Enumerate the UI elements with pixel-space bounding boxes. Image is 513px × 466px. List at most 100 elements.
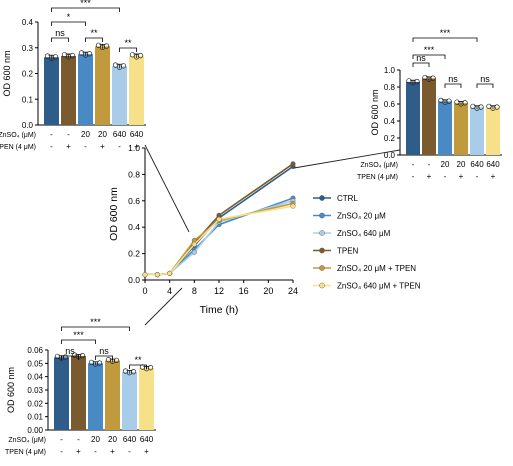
significance-bracket <box>476 83 494 88</box>
y-axis-title: OD 600 nm <box>6 367 16 413</box>
replicate-point <box>442 99 448 105</box>
y-tick-label: 0.05 <box>27 359 43 368</box>
significance-label: ns <box>65 346 75 356</box>
x-axis-title: Time (h) <box>200 304 239 316</box>
replicate-point <box>430 75 436 81</box>
bar <box>486 107 500 155</box>
replicate-point <box>478 104 484 110</box>
replicate-point <box>113 357 120 363</box>
replicate-point <box>103 43 110 49</box>
replicate-point <box>490 105 496 111</box>
znso4-condition-label: 20 <box>108 435 117 444</box>
bar <box>61 55 76 125</box>
y-tick-label: 0.03 <box>27 386 43 395</box>
data-point <box>290 161 296 167</box>
znso4-condition-label: 640 <box>140 435 154 444</box>
replicate-point <box>62 354 69 360</box>
bar <box>78 54 93 125</box>
y-tick-label: 1.0 <box>384 66 396 75</box>
znso4-condition-label: - <box>412 160 415 169</box>
replicate-point <box>95 42 102 48</box>
replicate-point <box>446 98 452 104</box>
replicate-point <box>126 369 133 376</box>
legend-swatch-marker <box>319 212 325 219</box>
y-tick-label: 0.2 <box>128 249 140 259</box>
bar <box>88 363 103 430</box>
connector-24h <box>293 149 401 169</box>
significance-label: ** <box>124 38 132 48</box>
y-tick-label: 0.01 <box>27 413 43 422</box>
replicate-point <box>458 101 464 107</box>
significance-bracket <box>129 364 147 369</box>
significance-bracket <box>412 54 446 59</box>
tpen-condition-label: - <box>476 172 479 181</box>
bar-chart-8h: 0.00.10.20.30.4OD 600 nm---+20-20+640-64… <box>0 0 146 151</box>
tpen-condition-label: + <box>76 447 81 456</box>
bar <box>470 107 484 155</box>
series-line <box>145 200 294 276</box>
y-tick-label: 0.00 <box>27 426 43 435</box>
replicate-point <box>78 50 85 56</box>
significance-label: ns <box>416 53 426 63</box>
y-tick-label: 0.4 <box>22 18 34 27</box>
bar-chart-24h: 0.0 0.2 0.4 0.6 0.8 1.0 OD 600 nm - - - +20 - 20 +640… <box>357 28 502 181</box>
replicate-point <box>426 76 432 82</box>
y-tick-label: 0.0 <box>384 151 396 160</box>
znso4-condition-label: 640 <box>470 160 484 169</box>
y-axis-title: OD 600 nm <box>370 89 380 135</box>
tpen-condition-label: - <box>84 142 87 151</box>
znso4-condition-label: - <box>77 435 80 444</box>
tpen-condition-label: + <box>110 447 115 456</box>
connector-8h <box>144 144 190 233</box>
significance-label: *** <box>80 0 91 8</box>
legend-label: ZnSO₄ 640 μM + TPEN <box>337 282 421 291</box>
x-tick-label: 8 <box>192 286 197 296</box>
y-tick-label: 0.02 <box>27 399 43 408</box>
bar-chart-2h: 0.00 0.01 0.02 0.03 0.04 0.05 0.06 OD 600 nm - - -… <box>5 317 156 456</box>
znso4-condition-label: 20 <box>91 435 100 444</box>
bar <box>139 368 154 430</box>
significance-label: ns <box>55 28 65 38</box>
bar <box>71 356 86 430</box>
y-tick-label: 0.6 <box>128 196 140 206</box>
x-tick-label: 16 <box>239 286 249 296</box>
replicate-point <box>462 100 468 106</box>
y-tick-label: 0.2 <box>384 134 396 143</box>
data-point <box>290 203 296 209</box>
tpen-row-label: TPEN (4 μM) <box>5 449 46 456</box>
legend-swatch-marker <box>319 247 325 254</box>
znso4-condition-label: 20 <box>98 130 107 139</box>
replicate-point <box>112 62 119 68</box>
replicate-point <box>147 365 154 371</box>
replicate-point <box>474 105 480 111</box>
replicate-point <box>52 54 59 60</box>
significance-label: *** <box>73 330 84 340</box>
legend-label: CTRL <box>337 194 358 203</box>
significance-bracket <box>95 355 113 360</box>
replicate-point <box>69 52 76 59</box>
tpen-condition-label: + <box>459 172 464 181</box>
tpen-condition-label: + <box>491 172 496 181</box>
y-tick-label: 0.0 <box>128 275 140 285</box>
tpen-condition-label: - <box>444 172 447 181</box>
bar <box>95 46 110 125</box>
significance-bracket <box>119 47 137 52</box>
znso4-condition-label: 640 <box>130 130 144 139</box>
tpen-condition-label: + <box>100 142 105 151</box>
significance-label: ** <box>134 355 142 365</box>
data-point <box>167 270 173 276</box>
replicate-point <box>44 53 51 59</box>
significance-bracket <box>51 21 86 26</box>
data-point <box>191 241 197 247</box>
significance-label: *** <box>424 45 435 55</box>
y-tick-label: 0.8 <box>128 169 140 179</box>
x-tick-label: 4 <box>167 286 172 296</box>
tpen-condition-label: - <box>128 447 131 456</box>
replicate-point <box>92 361 99 367</box>
replicate-point <box>79 353 86 359</box>
significance-bracket <box>51 37 69 42</box>
significance-bracket <box>61 326 130 331</box>
y-tick-label: 0.2 <box>22 70 34 79</box>
legend-swatch-marker <box>319 230 325 236</box>
